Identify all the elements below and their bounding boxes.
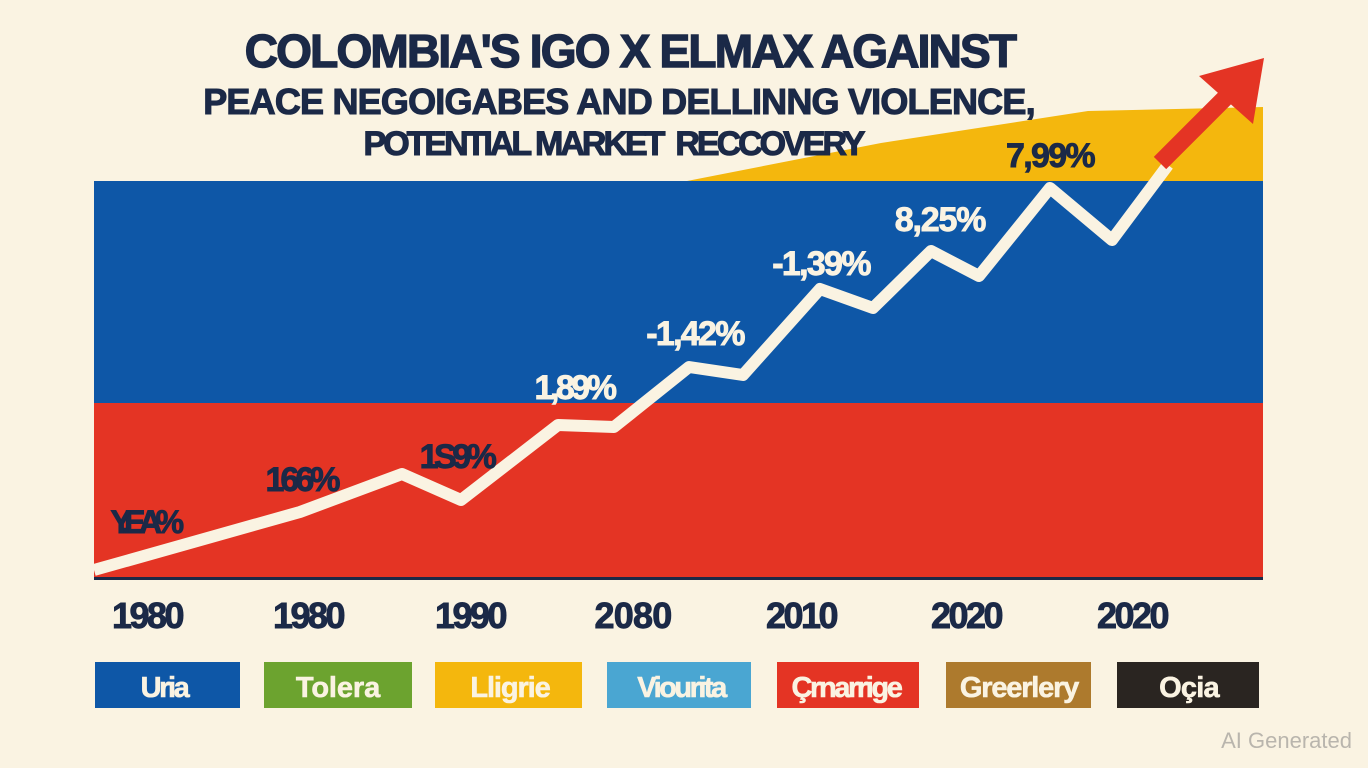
svg-text:Çrnarrige: Çrnarrige <box>792 672 903 704</box>
svg-text:Y.EA%: Y.EA% <box>110 504 183 540</box>
svg-text:166%: 166% <box>266 461 341 499</box>
svg-text:8,25%: 8,25% <box>895 201 986 239</box>
svg-text:1980: 1980 <box>112 595 184 636</box>
svg-text:POTENTIAL MARKET RECCOVERY: POTENTIAL MARKET RECCOVERY <box>364 125 866 163</box>
svg-text:AI Generated: AI Generated <box>1221 728 1352 753</box>
svg-text:1990: 1990 <box>435 595 507 636</box>
svg-text:Greerlery: Greerlery <box>960 672 1079 704</box>
svg-text:Uria: Uria <box>141 672 191 704</box>
svg-text:Tolera: Tolera <box>296 672 381 704</box>
svg-text:2020: 2020 <box>931 595 1003 636</box>
svg-text:1,89%: 1,89% <box>535 369 617 407</box>
svg-text:7,99%: 7,99% <box>1006 137 1095 175</box>
svg-text:2080: 2080 <box>595 595 672 636</box>
svg-text:-1,39%: -1,39% <box>772 245 871 283</box>
svg-text:1S9%: 1S9% <box>420 438 497 476</box>
svg-text:Lligrie: Lligrie <box>470 672 550 704</box>
svg-text:Oçia: Oçia <box>1159 672 1220 704</box>
svg-text:Viourita: Viourita <box>637 672 728 704</box>
svg-text:COLOMBIA'S IGO X ELMAX AGAINST: COLOMBIA'S IGO X ELMAX AGAINST <box>245 25 1017 77</box>
svg-text:2020: 2020 <box>1097 595 1169 636</box>
svg-text:PEACE NEGOIGABES AND DELLINNG: PEACE NEGOIGABES AND DELLINNG VIOLENCE, <box>203 81 1035 122</box>
svg-text:1980: 1980 <box>273 595 345 636</box>
svg-text:2010: 2010 <box>766 595 838 636</box>
svg-text:-1,42%: -1,42% <box>646 315 745 353</box>
